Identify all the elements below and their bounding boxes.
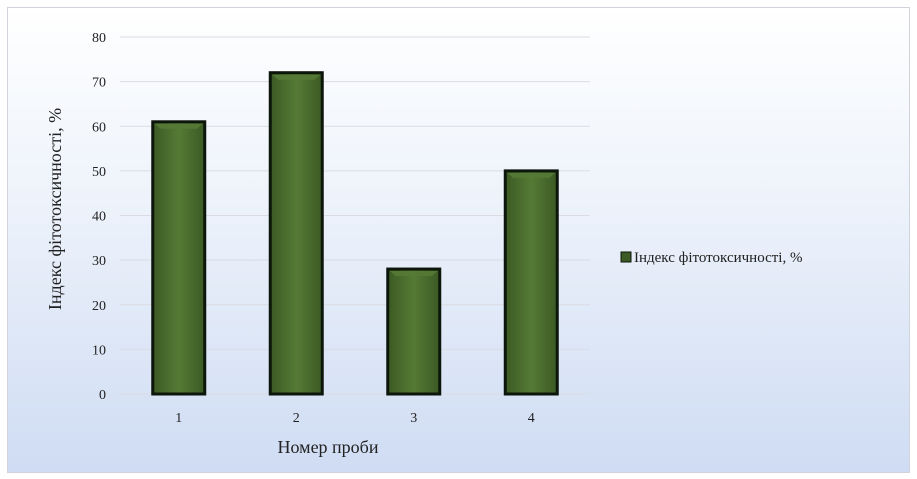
x-tick-label: 1 [175, 411, 182, 426]
bar-bevel [507, 172, 556, 178]
chart-frame: 0 10 20 30 40 50 60 70 80 1 2 3 4 Номер проби Індек… [7, 7, 910, 473]
y-tick-label: 0 [99, 388, 106, 403]
bar-body [268, 71, 324, 396]
bar-bevel [154, 123, 203, 129]
x-tick-label: 4 [528, 411, 535, 426]
bar [386, 267, 442, 396]
y-axis-ticks: 0 10 20 30 40 50 60 70 80 [92, 31, 106, 403]
y-tick-label: 50 [92, 165, 106, 180]
bar [151, 120, 207, 396]
bar [268, 71, 324, 396]
y-axis-title: Індекс фітотоксичності, % [45, 108, 65, 310]
y-tick-label: 80 [92, 31, 106, 46]
y-tick-label: 30 [92, 254, 106, 269]
x-tick-label: 3 [410, 411, 417, 426]
bar-chart: 0 10 20 30 40 50 60 70 80 1 2 3 4 Номер проби Індек… [45, 31, 802, 457]
legend-label: Індекс фітотоксичності, % [634, 250, 802, 266]
bar-body [151, 120, 207, 396]
y-tick-label: 60 [92, 120, 106, 135]
bar-body [386, 267, 442, 396]
y-tick-label: 70 [92, 76, 106, 91]
bar [503, 169, 559, 396]
bar-bevel [272, 74, 321, 80]
bars [151, 71, 559, 396]
x-axis-title: Номер проби [278, 437, 379, 457]
legend: Індекс фітотоксичності, % [620, 250, 802, 266]
y-tick-label: 10 [92, 343, 106, 358]
legend-swatch [620, 251, 632, 263]
bar-bevel [389, 271, 438, 277]
x-axis-ticks: 1 2 3 4 [175, 411, 535, 426]
y-tick-label: 20 [92, 299, 106, 314]
bar-body [503, 169, 559, 396]
x-tick-label: 2 [293, 411, 300, 426]
y-tick-label: 40 [92, 210, 106, 225]
